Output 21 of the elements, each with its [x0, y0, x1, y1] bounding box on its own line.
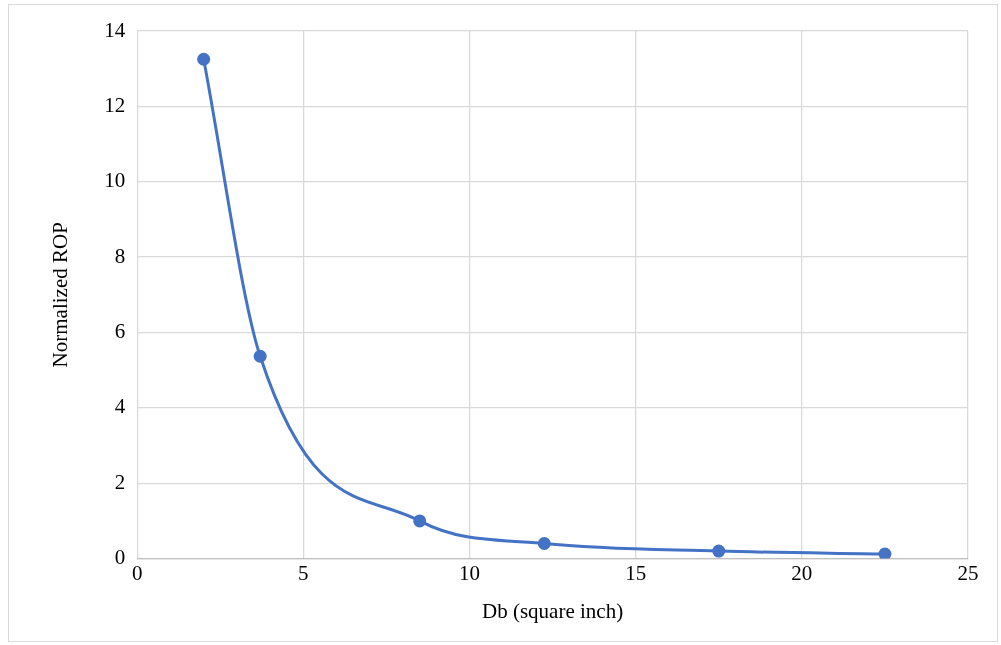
- y-tick-label: 6: [114, 319, 126, 343]
- point: [253, 349, 267, 363]
- y-tick-label: 12: [104, 92, 126, 117]
- point: [878, 547, 892, 559]
- x-tick-label: 0: [131, 560, 143, 585]
- point: [197, 52, 211, 66]
- y-tick-label: 8: [114, 243, 126, 268]
- y-tick-label: 14: [104, 17, 126, 42]
- x-tick-label: 25: [957, 560, 979, 585]
- x-axis-title: Db (square inch): [482, 598, 624, 623]
- y-tick-label: 2: [114, 469, 126, 494]
- x-tick-label: 20: [791, 560, 813, 585]
- x-tick-label: 15: [625, 560, 647, 585]
- x-tick-label: 5: [298, 560, 309, 585]
- point: [537, 537, 551, 551]
- point: [413, 514, 427, 528]
- y-tick-label: 4: [114, 394, 126, 419]
- point: [712, 544, 726, 558]
- x-tick-label: 10: [459, 560, 481, 585]
- y-tick-label: 10: [104, 168, 126, 193]
- y-axis-title: Normalized ROP: [48, 222, 73, 368]
